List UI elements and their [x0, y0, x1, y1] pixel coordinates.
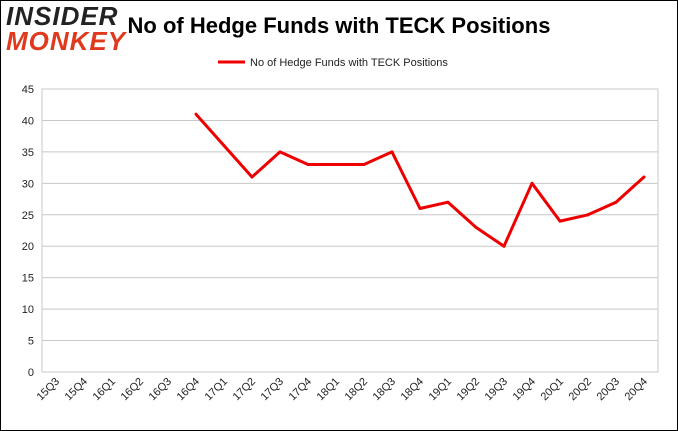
- y-tick-label: 20: [22, 241, 34, 253]
- y-tick-label: 5: [28, 336, 34, 348]
- data-point: [418, 206, 422, 210]
- x-tick-label: 19Q2: [455, 376, 483, 404]
- x-tick-label: 18Q2: [343, 376, 371, 404]
- x-tick-label: 20Q3: [595, 376, 623, 404]
- data-point: [390, 150, 394, 154]
- x-tick-label: 18Q3: [371, 376, 399, 404]
- x-axis-ticks: 15Q3 15Q4 16Q1 16Q2 16Q3 16Q4 17Q1 17Q2 17Q3 17Q4…: [35, 376, 651, 404]
- x-tick-label: 19Q3: [483, 376, 511, 404]
- x-tick-label: 16Q3: [147, 376, 175, 404]
- grid-lines: [41, 88, 659, 373]
- data-point: [586, 213, 590, 217]
- y-tick-label: 25: [22, 210, 34, 222]
- data-point: [306, 162, 310, 166]
- x-tick-label: 20Q1: [539, 376, 567, 404]
- insider-monkey-logo: INSIDER MONKEY: [6, 1, 127, 56]
- x-tick-label: 16Q2: [119, 376, 147, 404]
- data-point: [474, 225, 478, 229]
- legend-label: No of Hedge Funds with TECK Positions: [250, 57, 448, 69]
- logo-line-1: INSIDER: [6, 1, 119, 31]
- x-tick-label: 19Q1: [427, 376, 455, 404]
- x-tick-label: 17Q2: [231, 376, 259, 404]
- logo-line-2: MONKEY: [6, 26, 127, 56]
- x-tick-label: 20Q4: [623, 376, 651, 404]
- x-tick-label: 17Q4: [287, 376, 315, 404]
- data-point: [222, 144, 226, 148]
- x-tick-label: 19Q4: [511, 376, 539, 404]
- data-point: [614, 200, 618, 204]
- series-layer: [194, 112, 646, 248]
- data-point: [334, 162, 338, 166]
- data-point: [558, 219, 562, 223]
- y-tick-label: 40: [22, 115, 34, 127]
- x-tick-label: 20Q2: [567, 376, 595, 404]
- data-point: [446, 200, 450, 204]
- y-tick-label: 10: [22, 304, 34, 316]
- data-point: [194, 112, 198, 116]
- y-tick-label: 35: [22, 147, 34, 159]
- x-tick-label: 16Q1: [91, 376, 119, 404]
- data-point: [250, 175, 254, 179]
- x-tick-label: 18Q4: [399, 376, 427, 404]
- data-point: [362, 162, 366, 166]
- y-tick-label: 15: [22, 273, 34, 285]
- legend: No of Hedge Funds with TECK Positions: [218, 57, 448, 69]
- data-point: [530, 181, 534, 185]
- series-line: [194, 113, 646, 248]
- x-tick-label: 15Q4: [63, 376, 91, 404]
- x-tick-label: 15Q3: [35, 376, 63, 404]
- x-tick-label: 16Q4: [175, 376, 203, 404]
- data-point: [642, 175, 646, 179]
- y-tick-label: 45: [22, 84, 34, 96]
- x-tick-label: 17Q3: [259, 376, 287, 404]
- data-point: [502, 244, 506, 248]
- y-axis-ticks: 0 5 10 15 20 25 30 35 40 45: [22, 84, 34, 379]
- y-tick-label: 30: [22, 178, 34, 190]
- x-tick-label: 18Q1: [315, 376, 343, 404]
- x-tick-label: 17Q1: [203, 376, 231, 404]
- plot-area: [41, 88, 659, 373]
- y-tick-label: 0: [28, 367, 34, 379]
- chart-title: No of Hedge Funds with TECK Positions: [127, 13, 551, 38]
- data-point: [278, 150, 282, 154]
